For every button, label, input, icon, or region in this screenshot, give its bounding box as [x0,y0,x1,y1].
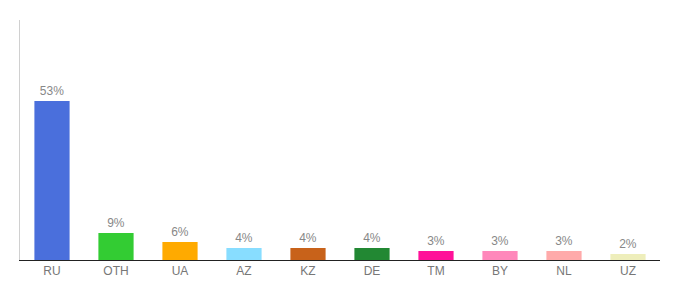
svg-text:UA: UA [172,264,189,278]
svg-text:4%: 4% [363,231,381,245]
svg-text:NL: NL [556,264,572,278]
svg-text:KZ: KZ [300,264,315,278]
svg-text:RU: RU [43,264,60,278]
svg-text:3%: 3% [491,234,509,248]
svg-text:53%: 53% [40,84,64,98]
svg-text:2%: 2% [619,237,637,251]
svg-text:UZ: UZ [620,264,636,278]
svg-text:BY: BY [492,264,508,278]
svg-text:AZ: AZ [236,264,251,278]
svg-text:3%: 3% [427,234,445,248]
svg-text:6%: 6% [171,225,189,239]
svg-text:9%: 9% [107,216,125,230]
svg-text:OTH: OTH [103,264,128,278]
svg-text:4%: 4% [299,231,317,245]
svg-text:4%: 4% [235,231,253,245]
svg-text:3%: 3% [555,234,573,248]
svg-text:TM: TM [427,264,444,278]
svg-text:DE: DE [364,264,381,278]
